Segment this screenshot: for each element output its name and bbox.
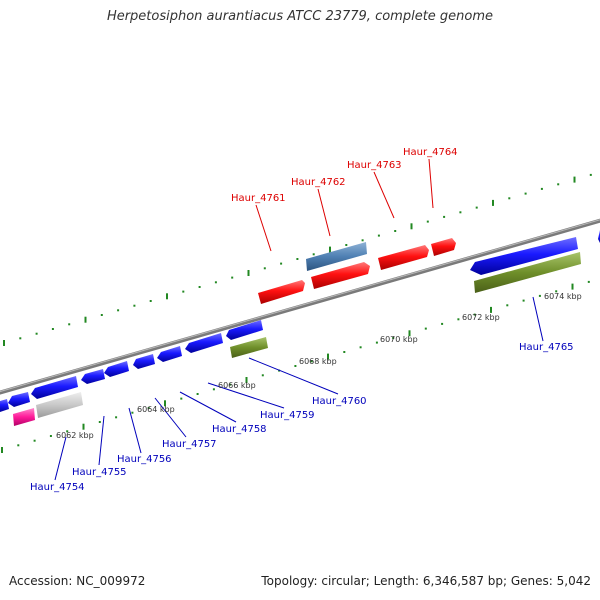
gene-feature-red[interactable] [431,238,456,256]
gene-feature-blue[interactable] [31,376,78,399]
gene-label-haur-4761[interactable]: Haur_4761 [231,193,286,204]
gene-label-haur-4765[interactable]: Haur_4765 [519,342,574,353]
gene-feature-blue[interactable] [185,333,223,353]
gene-label-haur-4764[interactable]: Haur_4764 [403,147,458,158]
gene-feature-red[interactable] [258,280,305,304]
kbp-label-6064: 6064 kbp [137,405,175,414]
genome-stats: Topology: circular; Length: 6,346,587 bp… [261,574,591,588]
gene-feature-steel[interactable] [306,242,367,271]
gene-feature-pink[interactable] [13,408,35,426]
top-gene-labels: Haur_4761 Haur_4762 Haur_4763 Haur_4764 [231,147,458,204]
kbp-label-6066: 6066 kbp [218,381,256,390]
leader-line-haur-4758 [179,391,237,423]
genome-backbone [0,218,600,395]
kbp-labels: 6062 kbp 6064 kbp 6066 kbp 6068 kbp 6070… [56,292,582,440]
gene-label-haur-4759[interactable]: Haur_4759 [260,410,315,421]
leader-line-haur-4765 [532,296,544,342]
kbp-label-6074: 6074 kbp [544,292,582,301]
bottom-gene-labels: Haur_4754 Haur_4755 Haur_4756 Haur_4757 … [30,342,574,493]
gene-feature-red[interactable] [378,245,429,270]
gene-label-haur-4756[interactable]: Haur_4756 [117,454,172,465]
gene-feature-blue[interactable] [81,369,105,384]
gene-feature-gray[interactable] [36,392,83,418]
gene-feature-blue[interactable] [0,399,9,412]
gene-label-haur-4758[interactable]: Haur_4758 [212,424,267,435]
gene-feature-blue[interactable] [133,354,155,369]
gene-label-haur-4763[interactable]: Haur_4763 [347,160,402,171]
gene-feature-blue[interactable] [157,346,182,362]
kbp-label-6062: 6062 kbp [56,431,94,440]
gene-feature-olive[interactable] [230,337,268,358]
gene-feature-blue[interactable] [8,392,30,407]
gene-feature-red[interactable] [311,262,370,289]
accession-label: Accession: NC_009972 [9,574,146,588]
leader-line-haur-4762 [317,188,331,237]
leader-line-haur-4755 [98,415,105,466]
gene-label-haur-4760[interactable]: Haur_4760 [312,396,367,407]
gene-features [0,230,600,426]
gene-label-haur-4754[interactable]: Haur_4754 [30,482,85,493]
leader-line-haur-4756 [128,407,142,454]
leader-lines [54,158,544,481]
tick-row-lower [1,280,590,453]
leader-line-haur-4763 [373,171,395,219]
kbp-label-6068: 6068 kbp [299,357,337,366]
tick-row-upper [3,173,592,346]
gene-feature-olive[interactable] [474,252,581,293]
leader-line-haur-4757 [154,397,187,438]
kbp-label-6070: 6070 kbp [380,335,418,344]
gene-label-haur-4757[interactable]: Haur_4757 [162,439,217,450]
gene-label-haur-4755[interactable]: Haur_4755 [72,467,127,478]
gene-feature-blue[interactable] [226,320,263,340]
gene-feature-blue[interactable] [104,361,129,377]
leader-line-haur-4764 [428,158,434,209]
leader-line-haur-4761 [255,204,272,252]
genome-backbone-highlight [0,219,600,393]
leader-line-haur-4760 [248,357,339,395]
leader-line-haur-4754 [54,436,67,481]
kbp-label-6072: 6072 kbp [462,313,500,322]
gene-label-haur-4762[interactable]: Haur_4762 [291,177,346,188]
map-title: Herpetosiphon aurantiacus ATCC 23779, co… [106,9,494,24]
leader-line-haur-4759 [207,382,285,409]
gene-feature-blue[interactable] [470,237,578,275]
